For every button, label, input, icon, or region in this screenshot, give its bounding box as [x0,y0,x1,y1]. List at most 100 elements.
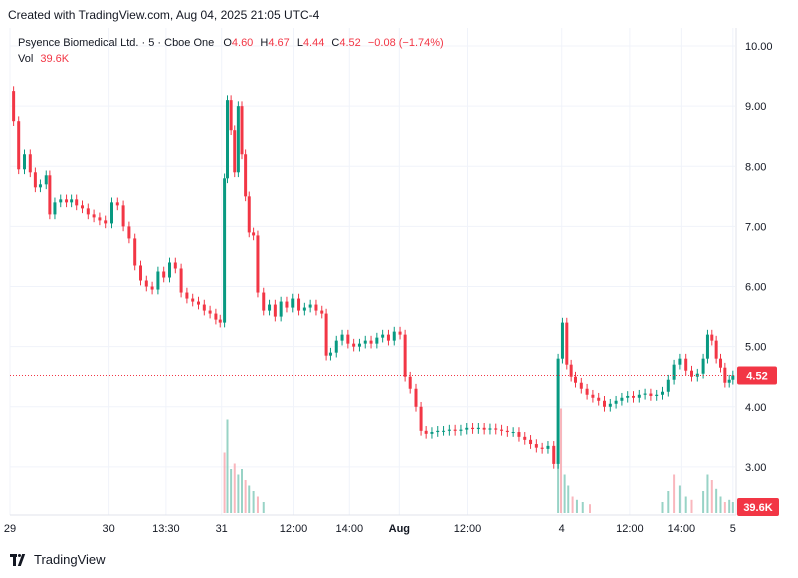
candle-body [324,313,328,356]
candle-body [12,91,16,122]
candle-body [81,205,84,209]
candle-body [314,304,318,311]
legend-row-ohlc: Psyence Biomedical Ltd. · 5 · Cboe One O… [18,35,444,51]
x-tick-label: Aug [389,523,410,535]
volume-bar [667,491,670,513]
candle-body [363,340,367,344]
candle-body [375,337,379,344]
candle-body [223,178,227,323]
legend: Psyence Biomedical Ltd. · 5 · Cboe One O… [18,35,444,67]
candle-body [655,394,659,396]
volume-bar [557,458,560,513]
candle-body [608,403,612,407]
tradingview-brand[interactable]: TradingView [10,552,106,567]
close-label: C [331,37,340,49]
chart-area[interactable]: 10.00 9.00 8.00 7.00 6.00 5.00 4.00 3.00 29 30 13:… [0,28,798,548]
candle-body [579,382,583,389]
created-caption: Created with TradingView.com, Aug 04, 20… [8,8,320,22]
candle-body [534,444,538,448]
candle-body [447,429,451,431]
candle-body [626,395,630,398]
candle-body [214,313,218,320]
x-tick-label: 13:30 [152,523,180,535]
low-value: 4.44 [302,37,325,49]
candle-body [488,428,492,430]
candle-body [565,322,569,365]
x-tick-label: 29 [4,523,16,535]
candle-body [240,106,244,155]
candle-body [156,271,160,290]
volume-bar [715,488,718,513]
candle-body [70,199,74,203]
symbol-name: Psyence Biomedical Ltd. · 5 · Cboe One [18,37,215,49]
candle-body [340,334,344,341]
candle-body [731,375,735,380]
candle-body [334,340,338,353]
candle-body [620,397,624,401]
candle-body [585,388,589,395]
volume-bar [248,485,251,513]
candle-body [574,376,577,383]
close-value: 4.52 [339,37,361,49]
candle-body [244,154,248,197]
x-tick-label: 12:00 [616,523,644,535]
x-tick-label: 30 [102,523,114,535]
y-tick-label: 8.00 [745,161,766,173]
candle-body [661,391,664,395]
legend-row-volume: Vol 39.6K [18,51,444,67]
candle-body [471,427,475,430]
volume-bar [237,474,240,513]
candle-body [144,280,148,287]
candle-body [505,430,509,433]
volume-value: 39.6K [40,53,70,65]
candle-body [714,340,718,359]
open-value: 4.60 [231,37,254,49]
volume-bar [262,502,265,513]
candle-body [291,298,295,308]
candle-body [252,232,256,236]
candle-body [357,343,361,347]
y-tick-label: 7.00 [745,221,766,233]
y-tick-label: 5.00 [745,342,766,354]
candle-body [603,400,606,407]
candle-body [352,343,356,347]
volume-bar [706,474,709,513]
candle-body [408,376,412,389]
candle-body [179,268,183,293]
candle-body [690,370,693,377]
candle-body [127,226,131,239]
volume-bar [581,502,584,513]
candle-body [256,235,260,293]
candle-body [236,106,240,173]
candle-body [436,430,440,433]
candle-body [173,262,177,269]
candle-body [597,397,601,401]
candle-body [591,394,595,398]
candle-body [424,430,428,434]
candle-body [150,286,154,290]
candle-body [23,154,26,170]
candle-body [229,100,233,131]
candle-body [133,238,137,266]
last-volume-label: 39.6K [743,502,772,514]
candle-body [430,432,434,434]
candle-body [666,379,670,392]
candle-body [540,447,544,449]
volume-bar [226,419,229,513]
candle-body [191,298,195,302]
candle-body [552,445,556,464]
volume-bar [731,502,734,513]
volume-bar [684,496,687,513]
price-chart[interactable]: 10.00 9.00 8.00 7.00 6.00 5.00 4.00 3.00 29 30 13:… [0,28,798,548]
candle-body [247,196,251,233]
candle-body [262,292,266,311]
volume-bar [661,502,664,513]
candle-body [202,304,206,311]
y-tick-label: 3.00 [745,462,766,474]
candle-body [297,298,301,311]
volume-bar [230,469,233,513]
candle-body [302,307,306,311]
candle-body [546,445,550,449]
candle-body [369,340,373,344]
candle-body [482,427,486,430]
